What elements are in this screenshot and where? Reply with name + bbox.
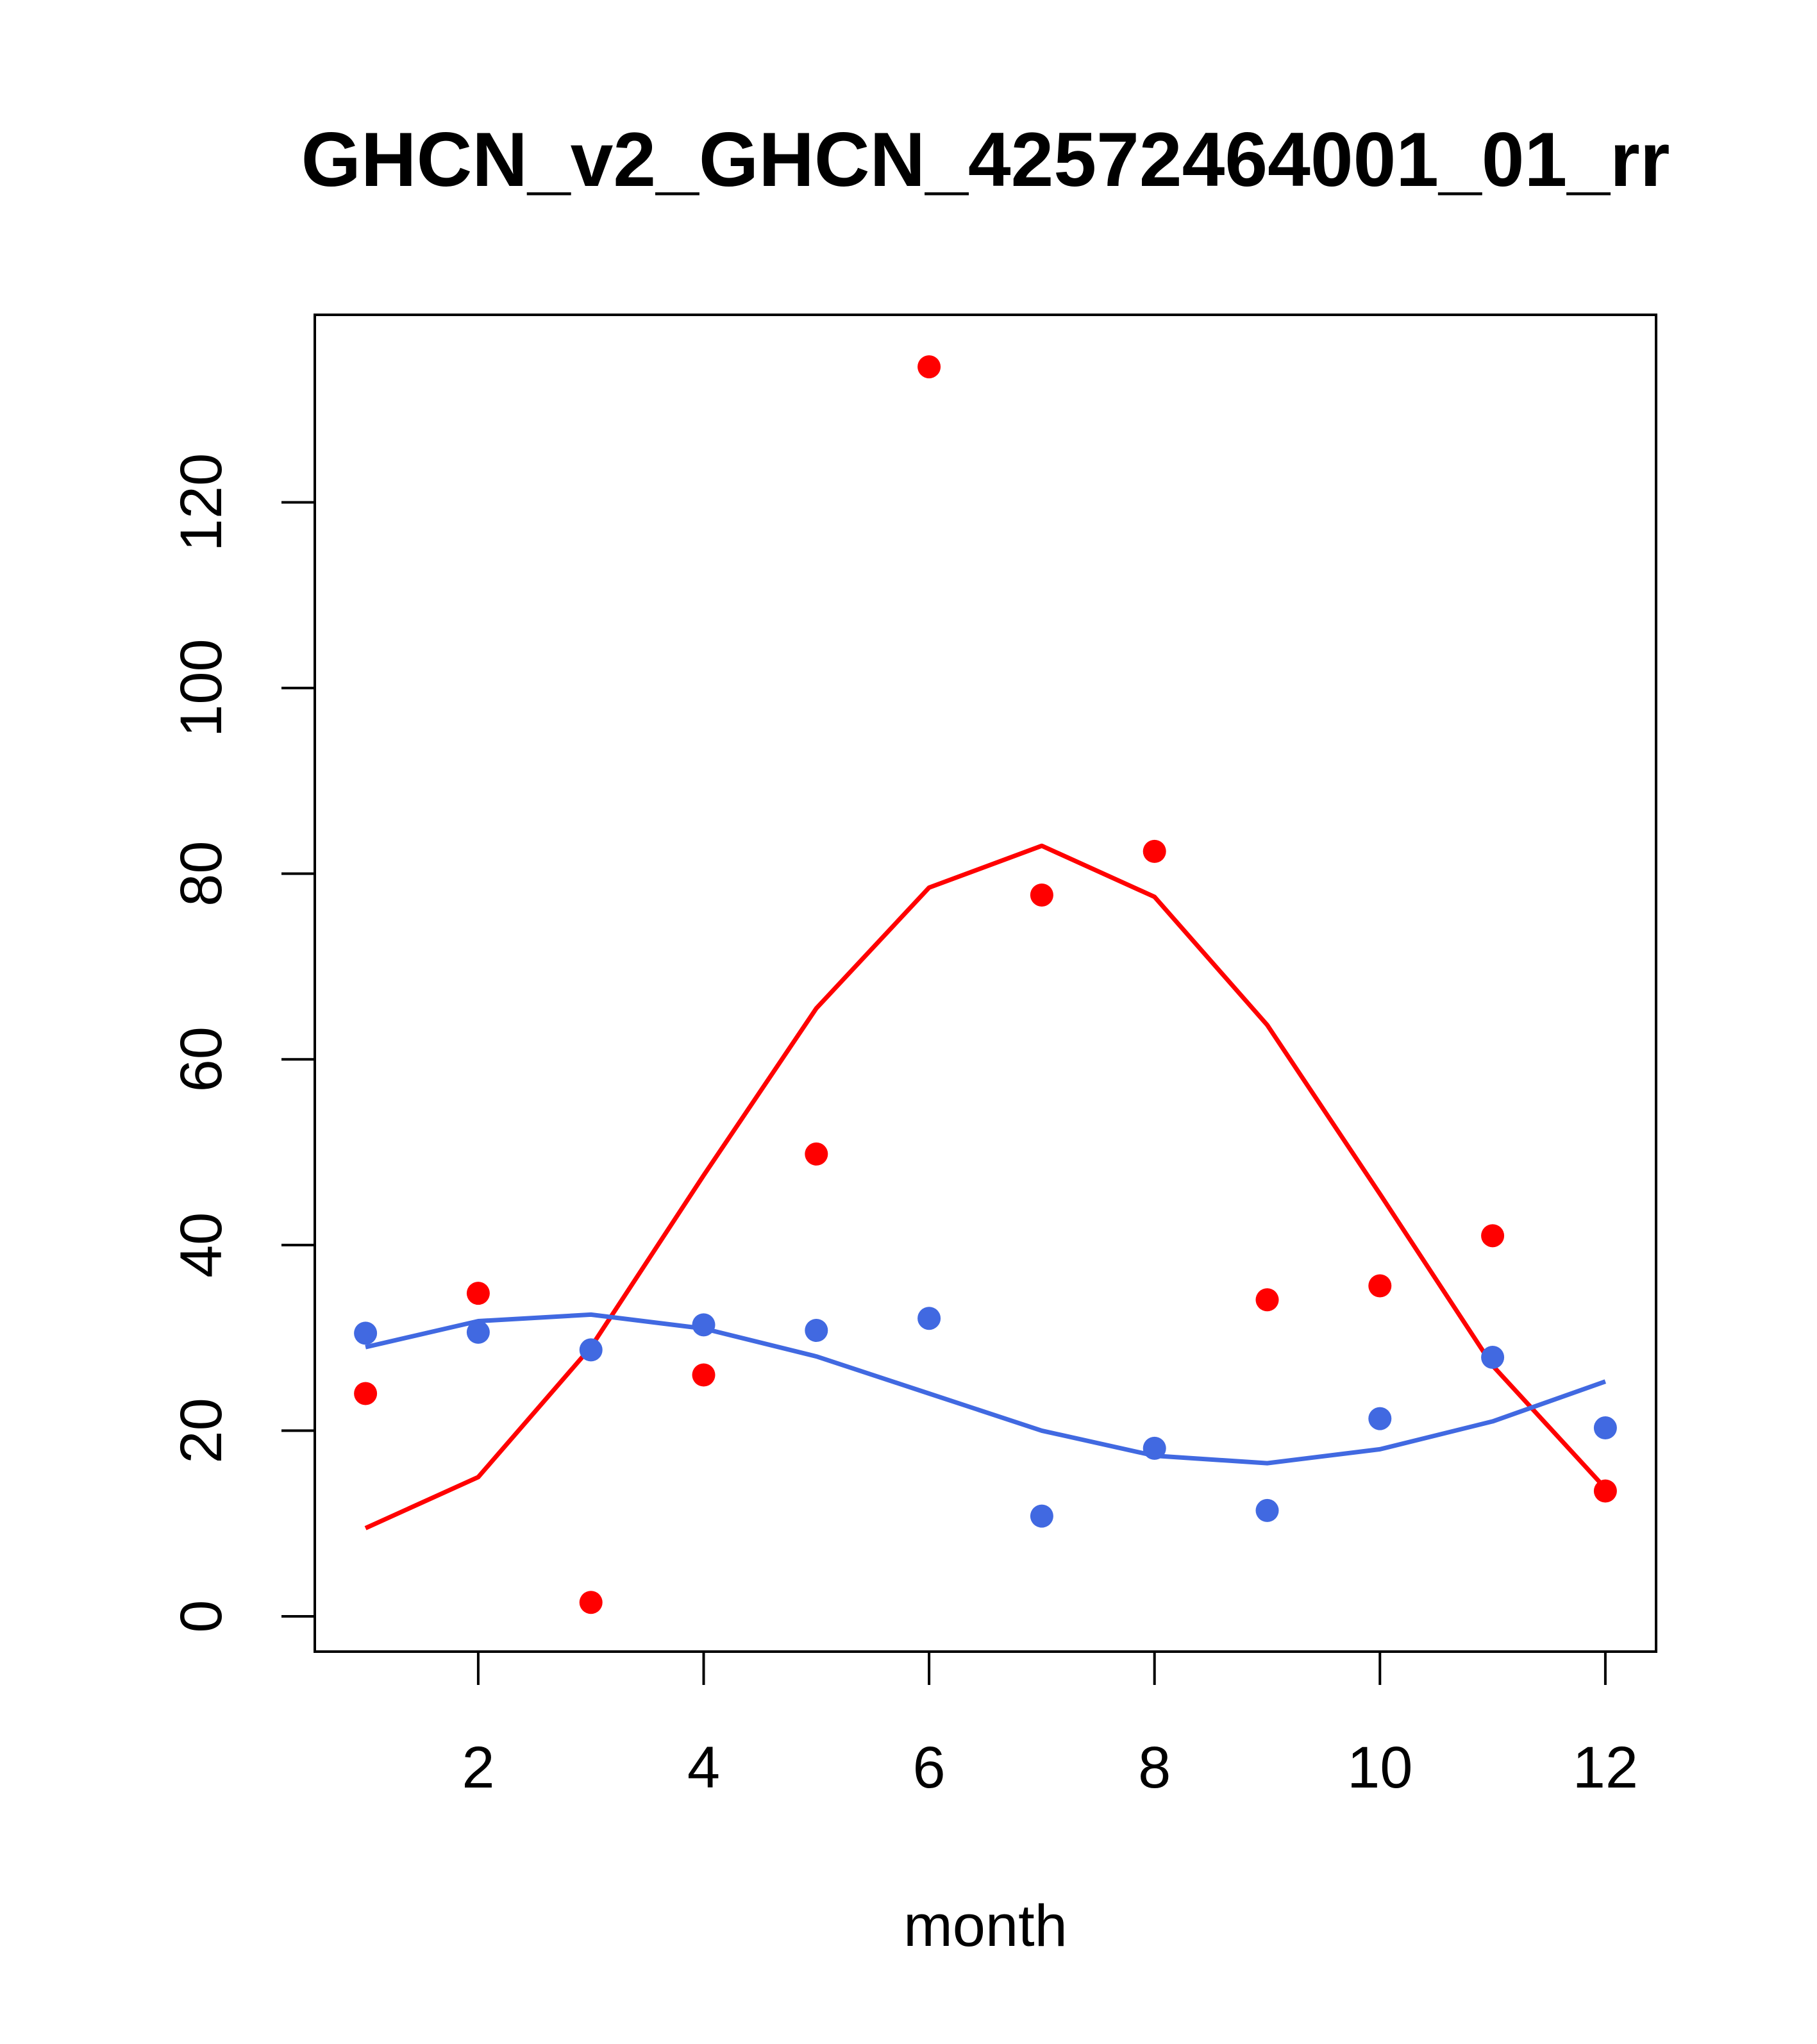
data-point-2 [917,1307,941,1330]
y-tick-label: 100 [169,639,234,737]
data-point-0 [579,1591,603,1614]
data-point-0 [354,1382,378,1405]
data-point-0 [1481,1224,1505,1248]
x-tick-label: 10 [1347,1735,1412,1800]
data-point-2 [692,1313,716,1337]
data-point-0 [805,1142,828,1166]
data-point-0 [1143,839,1166,863]
series-layer [354,355,1617,1614]
data-point-0 [1593,1479,1617,1503]
x-axis-label: month [903,1893,1068,1959]
x-tick-label: 2 [462,1735,494,1800]
x-tick-label: 4 [687,1735,720,1800]
data-point-2 [805,1319,828,1343]
data-point-0 [1255,1288,1279,1312]
data-point-0 [466,1282,490,1305]
data-point-2 [1593,1416,1617,1440]
data-point-0 [917,355,941,379]
y-tick-label: 120 [169,453,234,552]
y-tick-label: 0 [169,1600,234,1632]
data-point-2 [1255,1498,1279,1522]
data-point-0 [1368,1274,1392,1298]
series-line-3 [365,1312,1607,1466]
data-point-2 [466,1320,490,1344]
y-tick-label: 40 [169,1212,234,1278]
plot-frame [314,314,1657,1653]
x-tick-label: 8 [1138,1735,1171,1800]
data-point-2 [579,1338,603,1362]
series-line-1 [364,843,1607,1530]
x-tick-label: 12 [1573,1735,1638,1800]
chart-title: GHCN_v2_GHCN_42572464001_01_rr [301,117,1670,203]
data-point-2 [354,1321,378,1345]
data-point-2 [1368,1407,1392,1430]
y-tick-label: 60 [169,1026,234,1092]
x-axis: 2 4 6 8 10 12 [462,1650,1638,1800]
y-tick-label: 80 [169,841,234,906]
x-tick-label: 6 [913,1735,946,1800]
data-point-0 [692,1363,716,1387]
y-axis: 0 20 40 60 80 100 120 [169,453,316,1633]
y-tick-label: 20 [169,1398,234,1463]
data-point-2 [1030,1504,1053,1528]
data-point-0 [1030,883,1053,907]
data-point-2 [1481,1346,1505,1370]
data-point-2 [1143,1436,1166,1460]
